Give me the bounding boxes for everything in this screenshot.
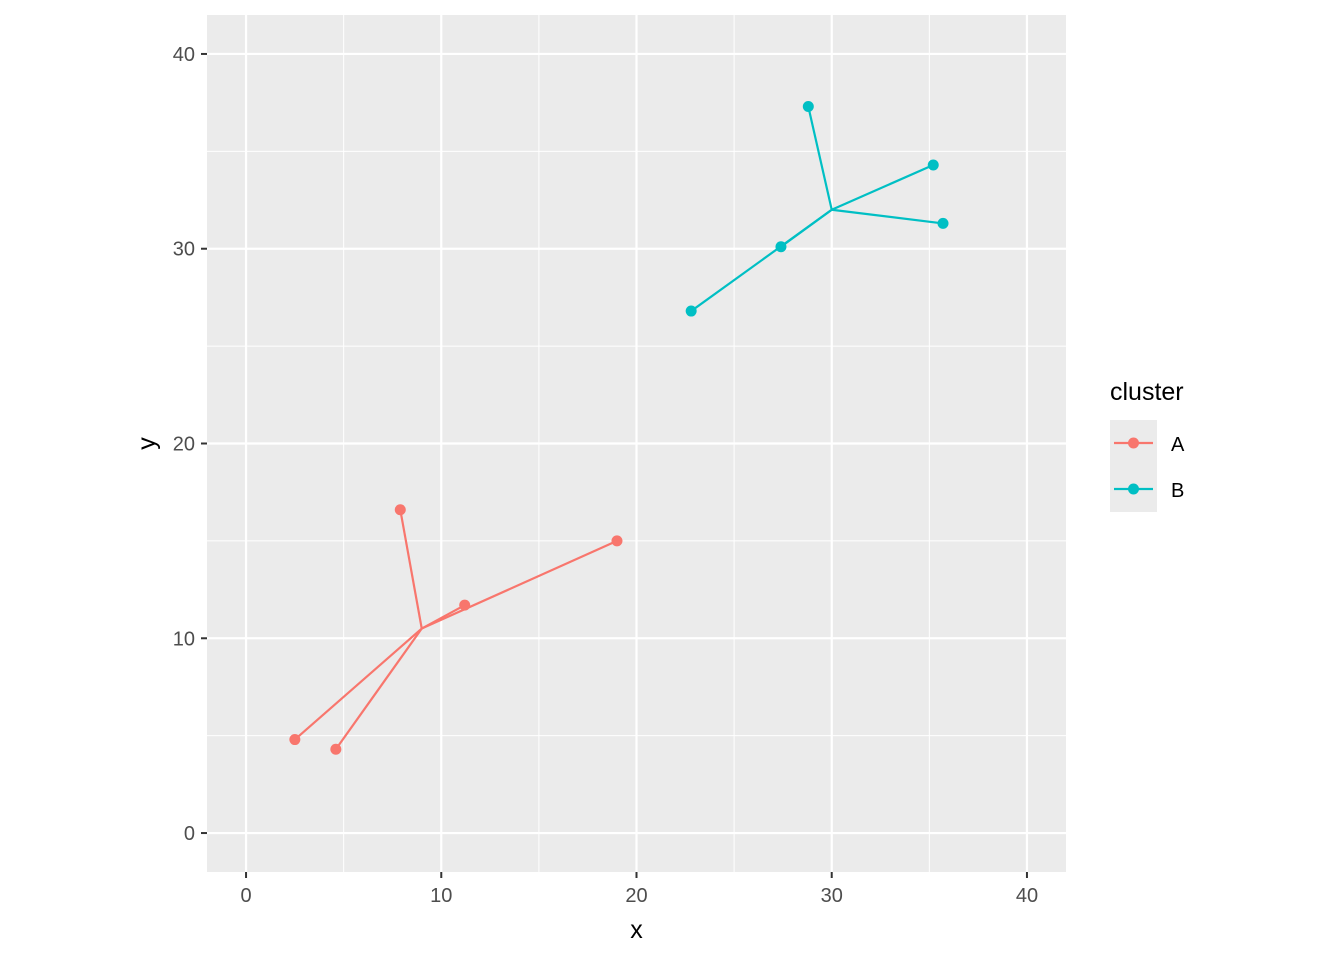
point-A — [611, 535, 623, 547]
legend: cluster A B — [1110, 378, 1185, 512]
legend-title: cluster — [1110, 378, 1184, 406]
x-tick-label: 20 — [625, 885, 647, 907]
y-axis-title: y — [133, 437, 161, 450]
x-axis: 0 10 20 30 40 — [240, 872, 1038, 907]
point-A — [394, 504, 406, 516]
y-axis: 0 10 20 30 40 — [173, 44, 207, 845]
legend-label-A: A — [1171, 434, 1185, 456]
y-tick-label: 40 — [173, 44, 195, 66]
point-B — [802, 101, 814, 113]
segment-A — [334, 627, 423, 750]
legend-key-bg — [1110, 420, 1157, 512]
x-axis-title: x — [630, 916, 643, 944]
legend-key-point-B — [1128, 483, 1139, 495]
segment-A — [399, 509, 423, 629]
x-tick-label: 30 — [821, 885, 843, 907]
y-tick-label: 30 — [173, 239, 195, 261]
point-A — [330, 743, 342, 755]
point-A — [459, 599, 471, 611]
x-tick-label: 40 — [1016, 885, 1038, 907]
legend-key-point-A — [1128, 437, 1139, 449]
major-grid — [207, 15, 1066, 872]
segment-A — [294, 627, 423, 741]
point-B — [927, 159, 939, 171]
segment-A — [421, 539, 618, 630]
segment-B — [807, 106, 833, 211]
point-B — [775, 241, 787, 253]
x-tick-label: 10 — [430, 885, 452, 907]
y-tick-label: 20 — [173, 434, 195, 456]
segment-B — [780, 208, 833, 248]
legend-label-B: B — [1171, 480, 1184, 502]
segment-B — [831, 163, 934, 211]
cluster-segments — [294, 106, 944, 750]
segment-B — [831, 208, 944, 225]
y-tick-label: 10 — [173, 628, 195, 650]
cluster-points — [289, 101, 949, 755]
point-B — [685, 305, 697, 317]
x-tick-label: 0 — [240, 885, 251, 907]
point-B — [937, 217, 949, 229]
y-tick-label: 0 — [184, 823, 195, 845]
point-A — [289, 734, 301, 746]
